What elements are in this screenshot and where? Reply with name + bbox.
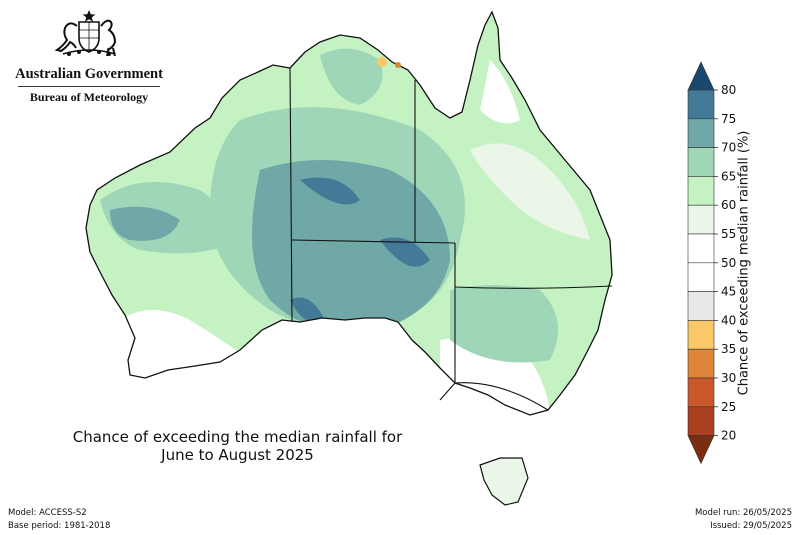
colorbar-bin xyxy=(687,233,715,264)
colorbar-tick-label: 45 xyxy=(721,285,736,299)
colorbar-tick-label: 50 xyxy=(721,256,736,270)
caption-line-2: June to August 2025 xyxy=(161,446,314,464)
colorbar-title: Chance of exceeding median rainfall (%) xyxy=(736,130,752,395)
colorbar-bin xyxy=(687,176,715,206)
colorbar-bin xyxy=(687,204,715,235)
colorbar-tick-label: 70 xyxy=(721,141,736,155)
colorbar-tick-label: 80 xyxy=(721,83,736,97)
colorbar-tick-label: 55 xyxy=(721,227,736,241)
colorbar-bin-under xyxy=(687,435,715,465)
coat-of-arms-icon xyxy=(54,10,117,57)
caption-line-1: Chance of exceeding the median rainfall … xyxy=(72,428,403,446)
model-run-date: Model run: 26/05/2025 xyxy=(694,508,792,518)
colorbar-tick-label: 40 xyxy=(721,313,736,327)
colorbar-bin-over xyxy=(687,61,715,91)
colorbar-bin xyxy=(687,262,715,292)
state-borders xyxy=(289,67,613,411)
colorbar-bin xyxy=(687,118,715,148)
colorbar-title-wrap: Chance of exceeding median rainfall (%) xyxy=(734,60,754,465)
colorbar-bin xyxy=(687,377,715,408)
colorbar-tick-label: 75 xyxy=(721,112,736,126)
colorbar-bin xyxy=(687,406,715,436)
colorbar-bin xyxy=(687,147,715,177)
colorbar-tick-label: 35 xyxy=(721,342,736,356)
government-logo: Australian Government Bureau of Meteorol… xyxy=(14,8,164,105)
colorbar-bin xyxy=(687,89,715,120)
footer-right: Model run: 26/05/2025 Issued: 29/05/2025 xyxy=(695,507,792,533)
map-caption: Chance of exceeding the median rainfall … xyxy=(50,428,425,464)
government-title: Australian Government xyxy=(15,66,163,82)
colorbar-bin xyxy=(687,348,715,379)
colorbar-tick-label: 30 xyxy=(721,371,736,385)
agency-name: Bureau of Meteorology xyxy=(29,90,149,104)
colorbar-bin xyxy=(687,291,715,321)
colorbar-tick-label: 65 xyxy=(721,169,736,183)
colorbar-tick-label: 60 xyxy=(721,198,736,212)
base-period: Base period: 1981-2018 xyxy=(8,521,111,531)
colorbar-tick-label: 25 xyxy=(721,400,736,414)
model-name: Model: ACCESS-S2 xyxy=(8,508,87,518)
title-divider xyxy=(18,86,160,87)
tasmania xyxy=(479,457,529,506)
probability-colorbar: 80 75 70 65 60 55 50 45 40 35 30 25 20 xyxy=(687,61,736,465)
colorbar-tick-label: 20 xyxy=(721,429,736,443)
footer-left: Model: ACCESS-S2 Base period: 1981-2018 xyxy=(8,507,110,533)
colorbar-bin xyxy=(687,320,715,350)
issued-date: Issued: 29/05/2025 xyxy=(710,521,792,531)
